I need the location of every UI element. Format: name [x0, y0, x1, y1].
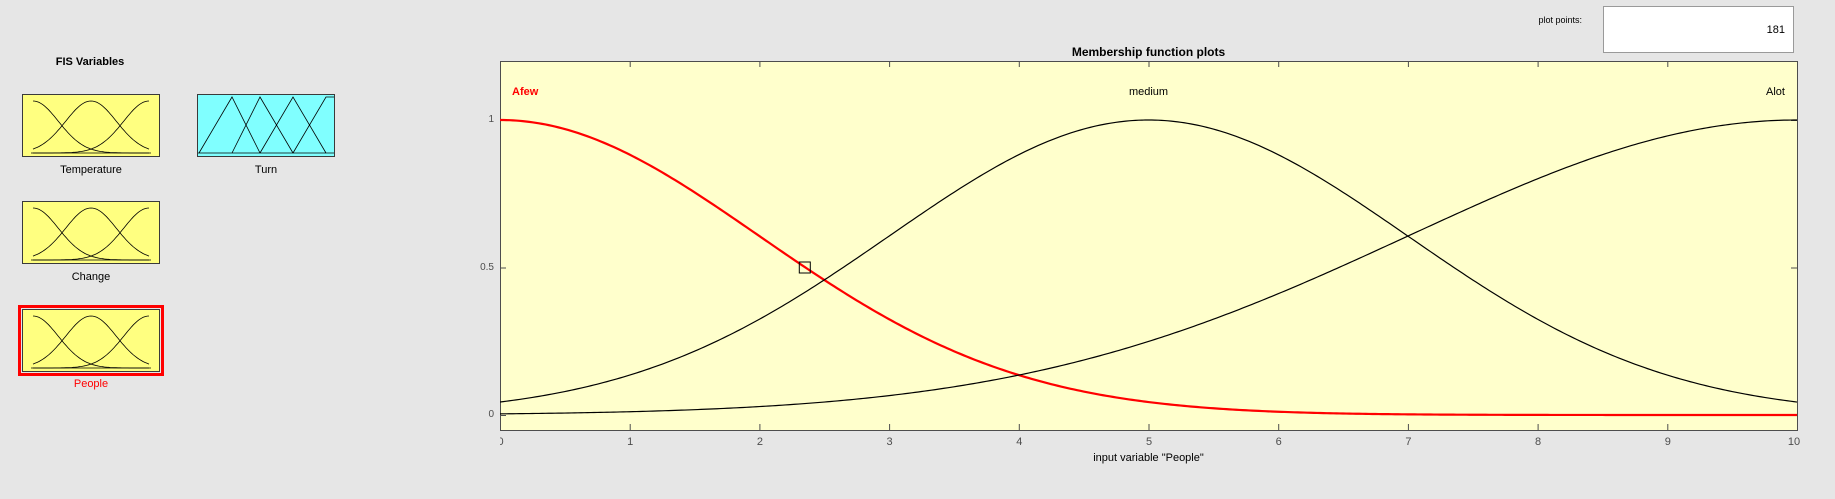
x-tick-label: 9 — [1665, 436, 1671, 448]
plot-points-input[interactable]: 181 — [1603, 6, 1794, 53]
variable-temperature-label: Temperature — [60, 164, 122, 176]
x-tick-label: 8 — [1535, 436, 1541, 448]
gaussian-mf-icon — [31, 207, 151, 261]
variable-temperature-box[interactable] — [22, 94, 160, 157]
x-tick-label: 5 — [1146, 436, 1152, 448]
mf-curve-medium[interactable] — [500, 119, 1798, 403]
triangular-mf-icon — [198, 96, 334, 154]
x-tick-label: 4 — [1016, 436, 1022, 448]
variable-people-box[interactable] — [18, 305, 164, 376]
plot-title: Membership function plots — [1071, 45, 1226, 59]
x-tick-label: 10 — [1788, 436, 1800, 448]
mf-label-medium[interactable]: medium — [1129, 86, 1168, 98]
x-tick-label: 0 — [500, 436, 504, 448]
x-tick-label: 6 — [1276, 436, 1282, 448]
plot-points-label: plot points: — [1538, 15, 1582, 25]
mf-curve-alot[interactable] — [500, 119, 1798, 415]
fis-variables-title: FIS Variables — [55, 56, 125, 68]
y-tick-label: 0 — [488, 409, 494, 420]
x-tick-label: 7 — [1405, 436, 1411, 448]
mf-label-alot[interactable]: Alot — [1766, 86, 1785, 98]
gaussian-mf-icon — [31, 100, 151, 154]
x-tick-label: 2 — [757, 436, 763, 448]
x-tick-label: 1 — [627, 436, 633, 448]
y-tick-label: 0.5 — [480, 261, 494, 273]
y-tick-label: 1 — [488, 114, 494, 125]
variable-turn-label: Turn — [254, 164, 278, 176]
x-axis-label: input variable "People" — [1093, 452, 1204, 464]
membership-function-plot[interactable]: 0 1 2 3 4 5 6 7 8 9 10 Afew medium Alot — [500, 61, 1820, 451]
mf-label-afew[interactable]: Afew — [512, 86, 539, 98]
variable-change-label: Change — [71, 271, 111, 283]
mf-drag-handle[interactable] — [798, 261, 811, 274]
mf-curve-afew[interactable] — [500, 118, 1797, 417]
gaussian-mf-icon — [31, 315, 151, 369]
x-tick-label: 3 — [887, 436, 893, 448]
variable-turn-box[interactable] — [197, 94, 335, 157]
variable-people-label: People — [73, 378, 109, 390]
plot-area — [500, 61, 1798, 431]
variable-change-box[interactable] — [22, 201, 160, 264]
